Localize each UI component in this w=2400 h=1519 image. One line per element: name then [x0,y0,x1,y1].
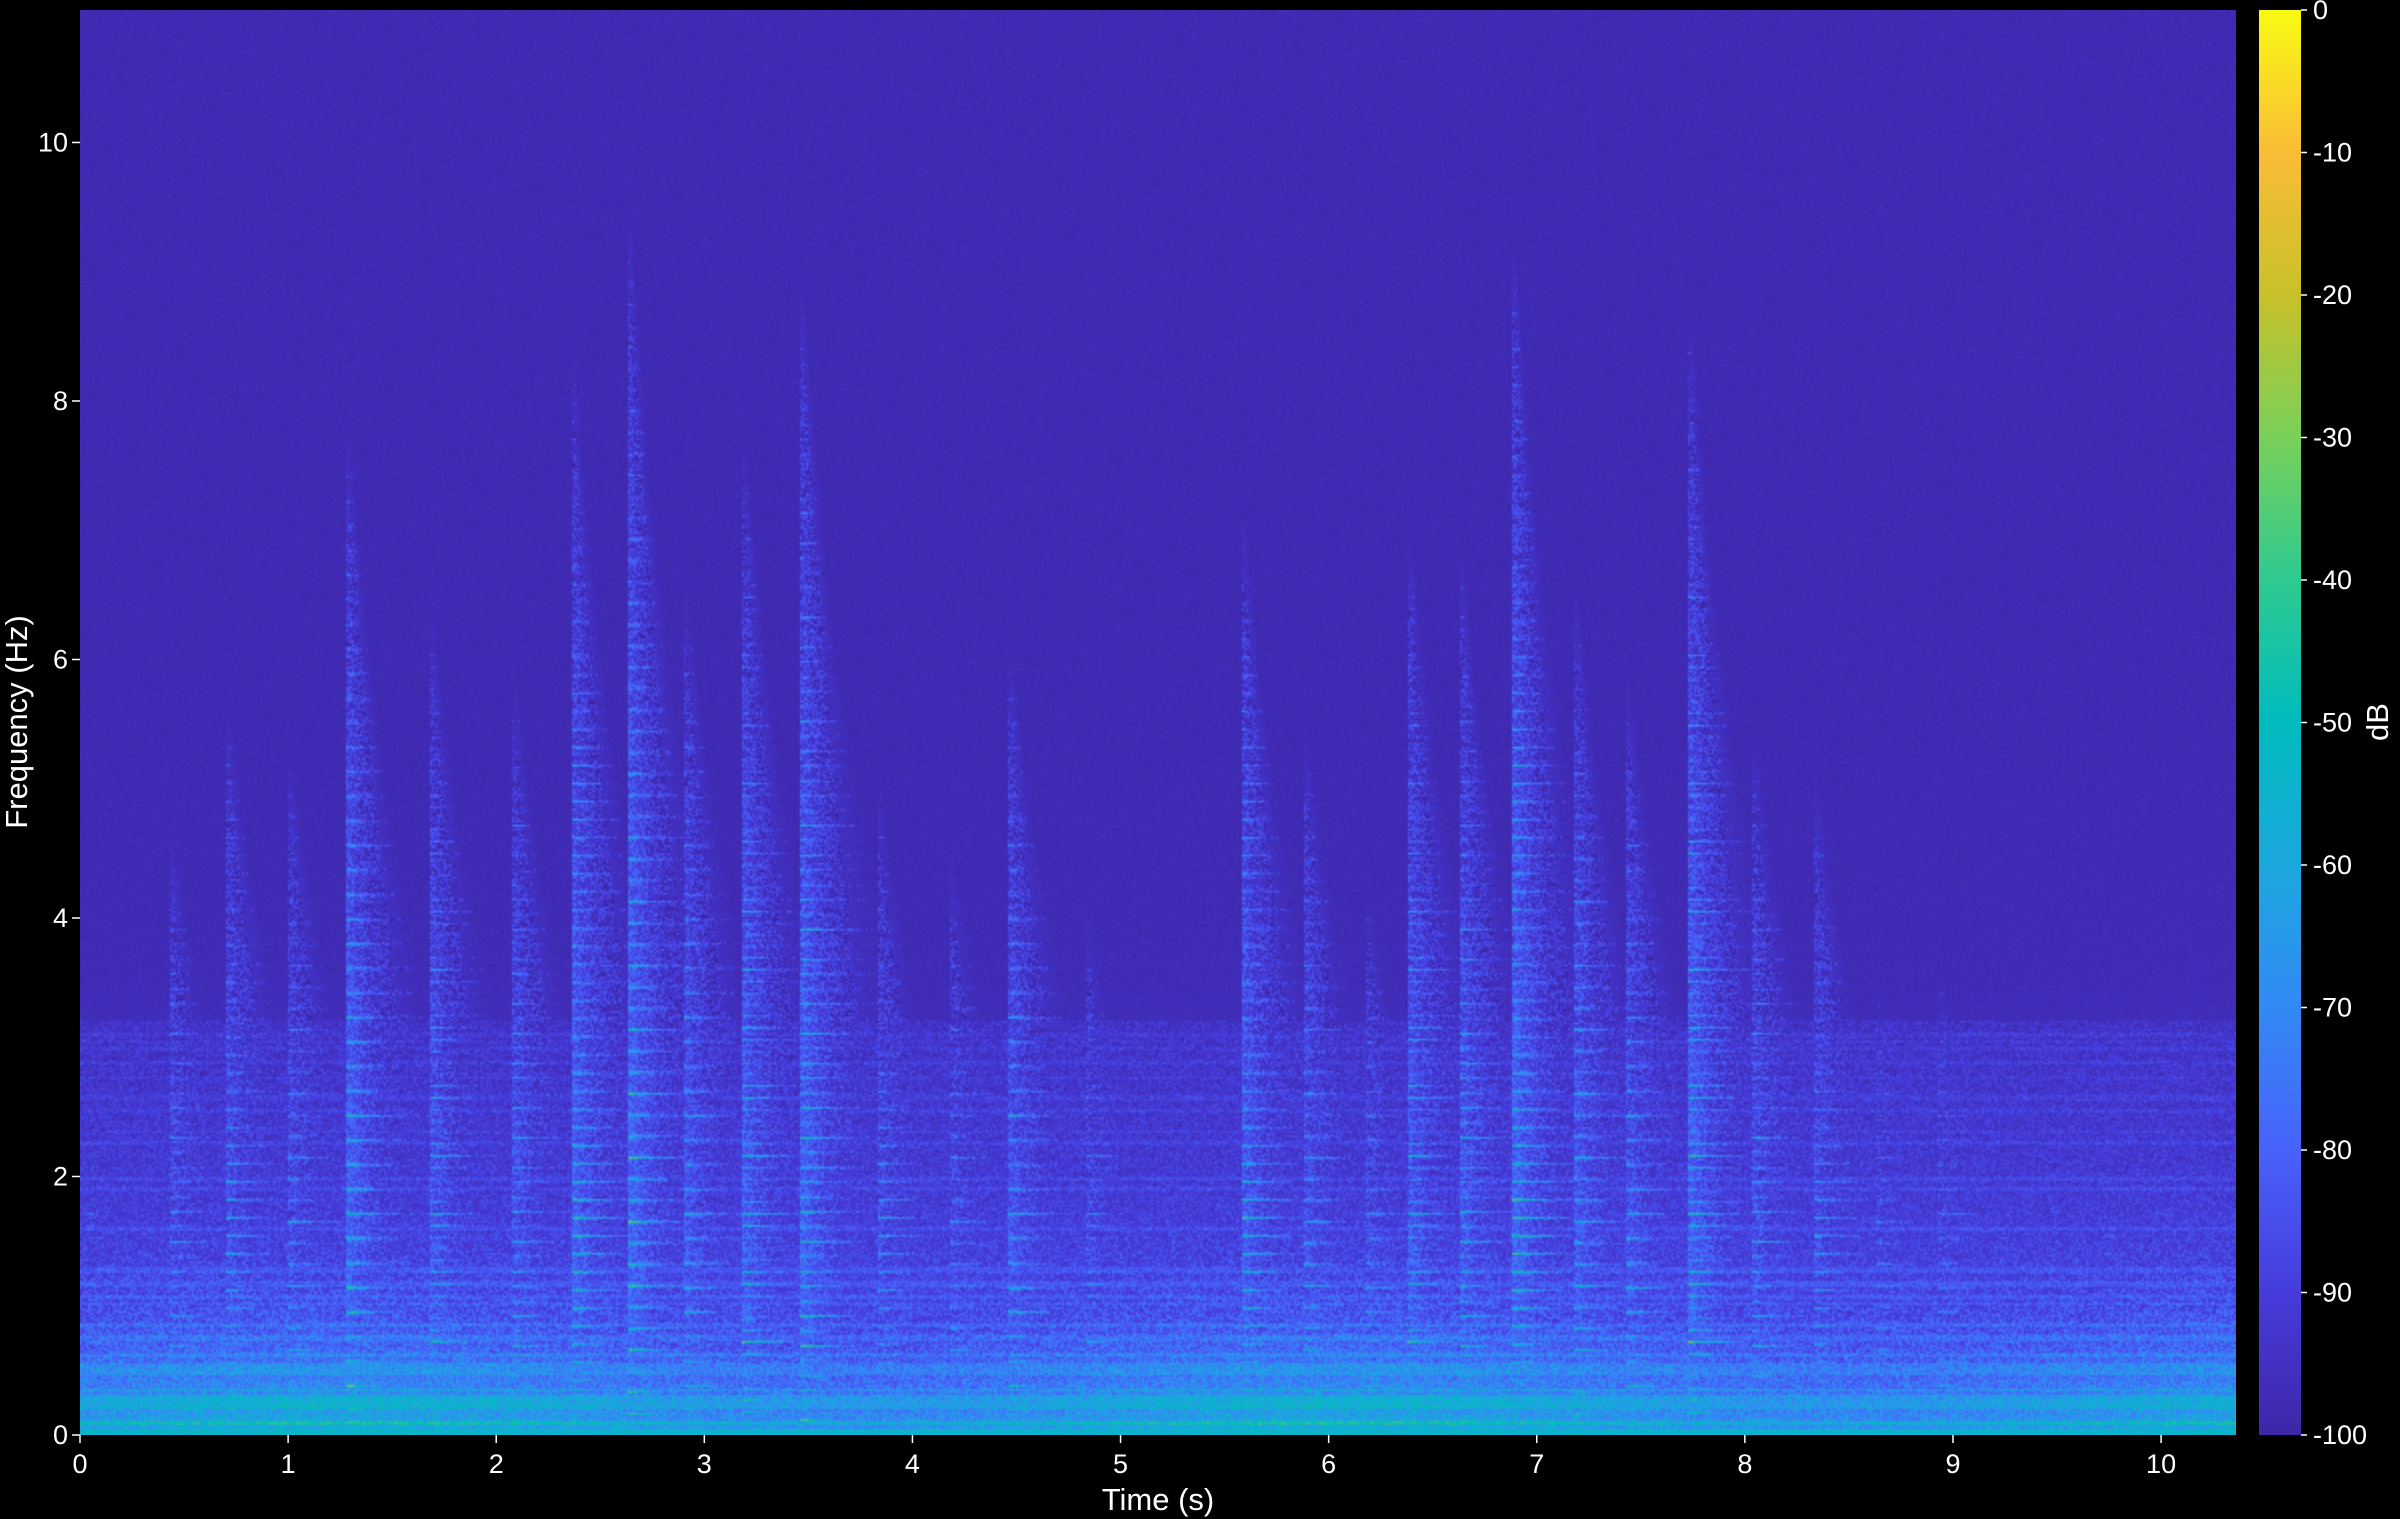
colorbar-label: dB [2360,703,2395,741]
colorbar-tick-label: -70 [2313,993,2352,1023]
x-tick-label: 8 [1737,1449,1752,1479]
y-tick-label: 6 [53,644,68,674]
y-tick-label: 0 [53,1420,68,1450]
y-tick-label: 2 [53,1161,68,1191]
colorbar-tick-label: -60 [2313,850,2352,880]
colorbar-tick-label: -40 [2313,565,2352,595]
colorbar-tick-label: 0 [2313,0,2328,25]
colorbar-tick-label: -50 [2313,708,2352,738]
colorbar-ticks: 0 -10 -20 -30 -40 -50 -60 -70 -80 -90 -100 [2301,0,2367,1450]
colorbar-tick-label: -90 [2313,1278,2352,1308]
colorbar-tick-label: -20 [2313,280,2352,310]
colorbar [2259,10,2301,1435]
colorbar-tick-label: -100 [2313,1420,2367,1450]
colorbar-tick-label: -30 [2313,423,2352,453]
x-tick-label: 0 [72,1449,87,1479]
x-tick-label: 7 [1529,1449,1544,1479]
x-tick-label: 10 [2146,1449,2176,1479]
x-axis-label: Time (s) [1102,1482,1215,1517]
y-tick-label: 4 [53,903,68,933]
y-tick-label: 10 [38,127,68,157]
y-axis-label: Frequency (Hz) [0,615,34,829]
x-tick-label: 4 [905,1449,920,1479]
x-axis-ticks: 0 1 2 3 4 5 6 7 8 9 10 [72,1435,2176,1479]
y-axis-ticks: 0 2 4 6 8 10 [38,127,80,1450]
x-tick-label: 5 [1113,1449,1128,1479]
x-tick-label: 3 [697,1449,712,1479]
spectrogram-image [80,10,2236,1435]
x-tick-label: 1 [281,1449,296,1479]
x-tick-label: 9 [1945,1449,1960,1479]
x-tick-label: 2 [489,1449,504,1479]
y-tick-label: 8 [53,386,68,416]
colorbar-tick-label: -10 [2313,138,2352,168]
colorbar-tick-label: -80 [2313,1135,2352,1165]
x-tick-label: 6 [1321,1449,1336,1479]
